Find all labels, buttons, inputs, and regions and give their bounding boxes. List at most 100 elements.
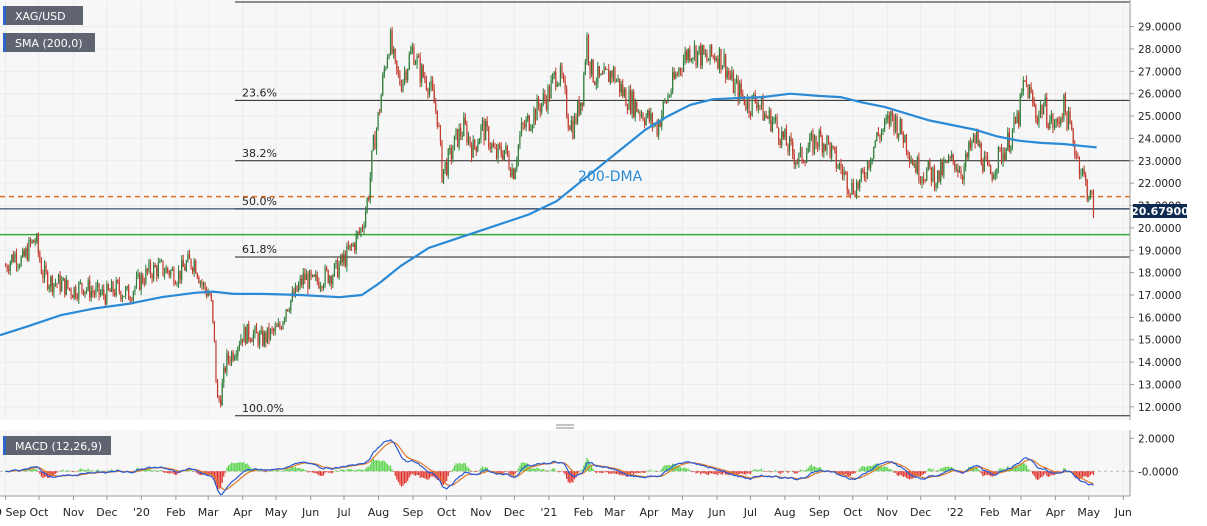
macd-hist-bar	[1024, 463, 1026, 472]
macd-hist-bar	[608, 471, 610, 474]
candle-body	[972, 135, 975, 142]
macd-hist-bar	[700, 471, 702, 475]
candle-body	[597, 66, 599, 83]
candle-body	[75, 287, 77, 298]
candle-body	[1005, 148, 1007, 160]
candle-body	[779, 140, 781, 146]
macd-hist-bar	[768, 470, 770, 472]
macd-hist-bar	[851, 471, 853, 474]
candle-body	[385, 67, 387, 69]
candle-body	[358, 231, 360, 233]
candle-body	[807, 147, 809, 153]
candle-body	[827, 135, 830, 143]
macd-hist-bar	[720, 471, 722, 475]
macd-hist-bar	[547, 470, 549, 472]
macd-hist-bar	[982, 471, 984, 477]
macd-hist-bar	[363, 470, 365, 472]
candle-body	[268, 327, 270, 339]
macd-hist-bar	[790, 470, 792, 472]
macd-hist-bar	[782, 471, 784, 473]
macd-hist-bar	[380, 461, 382, 472]
candle-body	[921, 177, 923, 183]
candle-body	[838, 163, 841, 168]
candle-body	[480, 125, 482, 140]
macd-hist-bar	[765, 471, 767, 472]
macd-hist-bar	[703, 471, 705, 474]
candle-body	[511, 168, 513, 177]
macd-hist-bar	[556, 471, 558, 472]
candle-body	[153, 264, 155, 279]
candle-body	[583, 73, 585, 106]
macd-hist-bar	[527, 463, 529, 472]
macd-hist-bar	[1036, 471, 1038, 481]
macd-hist-bar	[383, 460, 385, 472]
candle-body	[195, 260, 197, 274]
candle-body	[977, 132, 979, 146]
candle-body	[932, 167, 934, 182]
macd-hist-bar	[969, 466, 971, 472]
x-tick-label: Dec	[910, 506, 931, 519]
macd-hist-bar	[583, 465, 585, 472]
macd-hist-bar	[779, 471, 781, 475]
candle-body	[326, 267, 328, 270]
macd-hist-bar	[322, 471, 325, 476]
macd-badge[interactable]: MACD (12,26,9)	[3, 436, 111, 455]
macd-y-tick-label: 2.0000	[1138, 433, 1175, 445]
macd-hist-bar	[737, 471, 739, 476]
macd-hist-bar	[592, 468, 594, 472]
macd-hist-bar	[692, 471, 694, 473]
macd-hist-bar	[212, 471, 214, 477]
macd-hist-bar	[902, 471, 904, 477]
macd-hist-bar	[389, 465, 392, 472]
macd-hist-bar	[896, 471, 898, 476]
macd-hist-bar	[4, 471, 7, 472]
macd-hist-bar	[650, 469, 652, 472]
candle-body	[841, 169, 844, 176]
macd-hist-bar	[213, 471, 216, 480]
macd-hist-bar	[31, 468, 33, 472]
macd-hist-bar	[283, 470, 286, 472]
candle-body	[399, 72, 401, 85]
candle-body	[274, 326, 276, 332]
macd-hist-bar	[678, 465, 680, 472]
candle-body	[687, 49, 689, 61]
candle-body	[609, 71, 611, 83]
candle-body	[1030, 86, 1032, 93]
candle-body	[163, 273, 166, 275]
macd-hist-bar	[226, 467, 228, 472]
x-tick-label: Jun	[707, 506, 725, 519]
sma-badge[interactable]: SMA (200,0)	[3, 33, 95, 52]
macd-hist-bar	[1030, 471, 1032, 472]
macd-hist-bar	[280, 471, 283, 472]
macd-hist-bar	[658, 470, 660, 472]
symbol-badge[interactable]: XAG/USD	[3, 6, 83, 25]
candle-body	[891, 110, 894, 117]
candle-body	[1004, 152, 1006, 160]
candle-body	[1021, 91, 1023, 95]
candle-body	[603, 67, 605, 75]
candle-body	[67, 279, 69, 288]
macd-hist-bar	[358, 469, 360, 472]
macd-hist-bar	[76, 471, 78, 472]
candle-body	[184, 266, 186, 271]
macd-hist-bar	[735, 471, 738, 474]
macd-hist-bar	[81, 468, 83, 472]
candle-body	[863, 171, 865, 178]
candle-body	[1060, 118, 1062, 124]
candle-body	[553, 71, 555, 75]
candle-body	[218, 397, 220, 400]
macd-hist-bar	[843, 471, 845, 475]
macd-hist-bar	[798, 471, 800, 472]
candle-body	[73, 287, 75, 298]
macd-hist-bar	[34, 469, 36, 472]
candle-body	[622, 84, 624, 96]
candle-body	[18, 265, 21, 267]
candle-body	[419, 57, 421, 83]
macd-hist-bar	[690, 471, 692, 472]
candle-body	[333, 264, 336, 277]
y-tick-label: 20.0000	[1138, 223, 1181, 235]
panel-splitter-handle[interactable]	[556, 424, 574, 429]
macd-hist-bar	[500, 471, 502, 473]
candle-body	[1052, 114, 1054, 128]
macd-hist-bar	[176, 471, 178, 475]
